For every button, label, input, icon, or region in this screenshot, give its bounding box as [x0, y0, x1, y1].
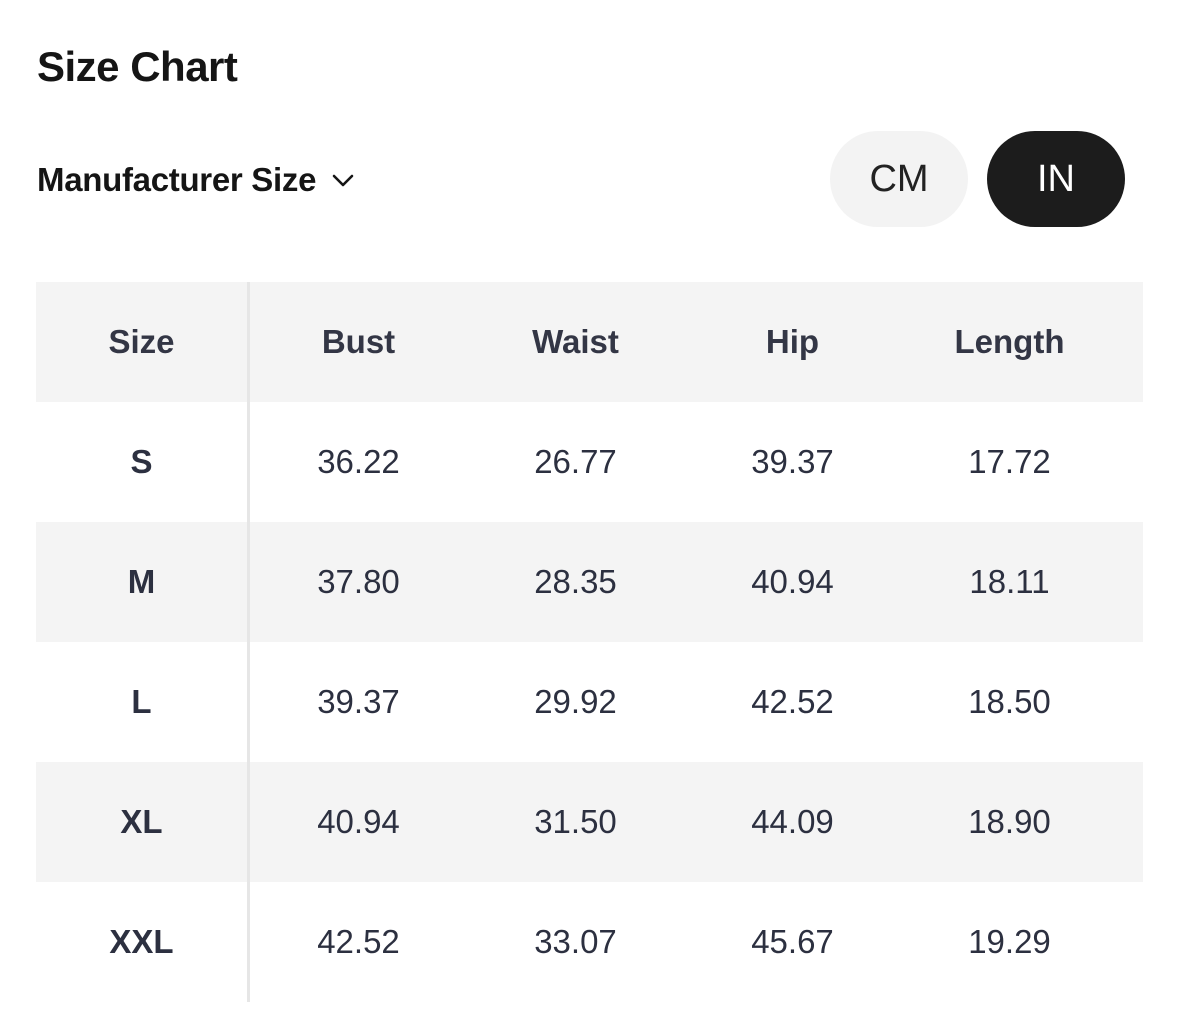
waist-cell: 26.77 — [534, 443, 617, 480]
table-row: M 37.80 28.35 40.94 18.11 — [36, 522, 1143, 642]
waist-cell: 33.07 — [534, 923, 617, 960]
hip-cell: 39.37 — [751, 443, 834, 480]
length-cell: 17.72 — [968, 443, 1051, 480]
waist-cell: 31.50 — [534, 803, 617, 840]
table-row: L 39.37 29.92 42.52 18.50 — [36, 642, 1143, 762]
chevron-down-icon — [332, 174, 354, 187]
unit-toggle: CM IN — [830, 131, 1125, 227]
size-cell: L — [36, 642, 250, 762]
size-cell: S — [36, 402, 250, 522]
bust-cell: 36.22 — [317, 443, 400, 480]
header-bust: Bust — [321, 323, 396, 360]
table-row: XL 40.94 31.50 44.09 18.90 — [36, 762, 1143, 882]
table-row: S 36.22 26.77 39.37 17.72 — [36, 402, 1143, 522]
table-header-row: Size Bust Waist Hip Length — [36, 282, 1143, 402]
table-row: XXL 42.52 33.07 45.67 19.29 — [36, 882, 1143, 1002]
hip-cell: 42.52 — [751, 683, 834, 720]
manufacturer-size-dropdown[interactable]: Manufacturer Size — [37, 156, 356, 204]
header-hip: Hip — [765, 323, 820, 360]
bust-cell: 39.37 — [317, 683, 400, 720]
bust-cell: 42.52 — [317, 923, 400, 960]
waist-cell: 28.35 — [534, 563, 617, 600]
unit-cm-button[interactable]: CM — [830, 131, 968, 227]
dropdown-label: Manufacturer Size — [37, 161, 317, 198]
size-table: Size Bust Waist Hip Length S 36.22 26.77… — [36, 282, 1143, 1002]
page-title: Size Chart — [37, 43, 238, 90]
size-cell: XL — [36, 762, 250, 882]
length-cell: 18.90 — [968, 803, 1051, 840]
size-cell: XXL — [36, 882, 250, 1002]
size-cell: M — [36, 522, 250, 642]
header-length: Length — [954, 323, 1065, 360]
hip-cell: 40.94 — [751, 563, 834, 600]
length-cell: 18.50 — [968, 683, 1051, 720]
length-cell: 19.29 — [968, 923, 1051, 960]
hip-cell: 45.67 — [751, 923, 834, 960]
header-size: Size — [36, 282, 250, 402]
header-waist: Waist — [532, 323, 619, 360]
bust-cell: 40.94 — [317, 803, 400, 840]
bust-cell: 37.80 — [317, 563, 400, 600]
unit-in-button[interactable]: IN — [987, 131, 1125, 227]
length-cell: 18.11 — [969, 563, 1050, 600]
hip-cell: 44.09 — [751, 803, 834, 840]
waist-cell: 29.92 — [534, 683, 617, 720]
